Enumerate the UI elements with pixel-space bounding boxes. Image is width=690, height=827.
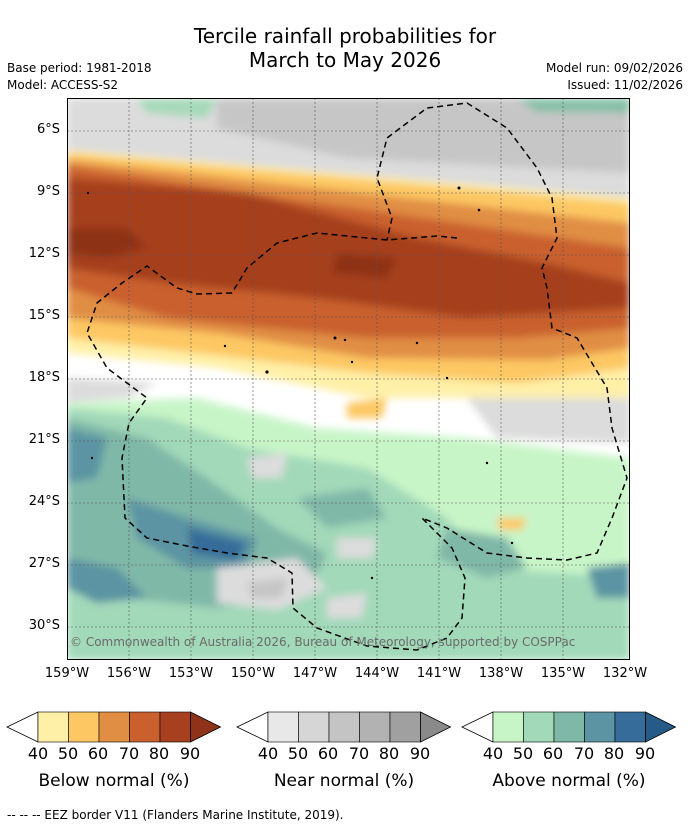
colorbar-segment: [129, 711, 161, 743]
lon-label: 132°W: [602, 666, 648, 681]
cb-tick: 40: [27, 744, 49, 763]
lat-label: 15°S: [28, 308, 60, 323]
lat-label: 21°S: [28, 432, 60, 447]
lon-label: 138°W: [478, 666, 524, 681]
cb-tick: 60: [542, 744, 564, 763]
lat-label: 30°S: [28, 618, 60, 633]
cb-tick: 70: [118, 744, 140, 763]
colorbar-right-arrow: [645, 711, 677, 743]
map-frame: [67, 98, 630, 660]
base-period: Base period: 1981-2018: [7, 61, 152, 75]
copyright-text: © Commonwealth of Australia 2026, Bureau…: [70, 635, 575, 649]
colorbar-segment: [98, 711, 130, 743]
title-line-2: March to May 2026: [248, 48, 442, 72]
meta-right: Model run: 09/02/2026 Issued: 11/02/2026: [546, 60, 683, 94]
colorbar-right-arrow: [420, 711, 452, 743]
colorbar-segment: [584, 711, 616, 743]
lat-label: 6°S: [36, 122, 60, 137]
colorbar-segment: [614, 711, 646, 743]
cb-tick: 90: [634, 744, 656, 763]
colorbar-left-arrow: [461, 711, 494, 743]
lon-label: 144°W: [354, 666, 400, 681]
cb-tick: 50: [57, 744, 79, 763]
cb-tick: 80: [378, 744, 400, 763]
cb-tick: 50: [287, 744, 309, 763]
meta-left: Base period: 1981-2018 Model: ACCESS-S2: [7, 60, 152, 94]
lon-label: 141°W: [416, 666, 462, 681]
issued-date: Issued: 11/02/2026: [567, 78, 683, 92]
colorbar-segment: [492, 711, 524, 743]
cb-tick: 40: [257, 744, 279, 763]
legend-label-above: Above normal (%): [492, 771, 646, 791]
cb-tick: 80: [148, 744, 170, 763]
model-run: Model run: 09/02/2026: [545, 61, 683, 75]
probability-fields: [67, 98, 630, 660]
colorbar-segment: [298, 711, 330, 743]
colorbar-segment: [553, 711, 585, 743]
lat-label: 18°S: [28, 370, 60, 385]
probability-map: © Commonwealth of Australia 2026, Bureau…: [67, 98, 630, 660]
lat-label: 9°S: [36, 184, 60, 199]
model-name: Model: ACCESS-S2: [7, 78, 119, 92]
lat-label: 12°S: [28, 246, 60, 261]
colorbar-segment: [68, 711, 100, 743]
colorbar-above-normal: [461, 711, 677, 743]
graticule: [67, 98, 630, 660]
lat-label: 24°S: [28, 494, 60, 509]
colorbar-segment: [523, 711, 555, 743]
colorbar-right-arrow: [190, 711, 222, 743]
cb-tick: 60: [87, 744, 109, 763]
lon-label: 150°W: [230, 666, 276, 681]
colorbar-left-arrow: [236, 711, 269, 743]
island-dots: [86, 186, 514, 580]
cb-tick: 60: [317, 744, 339, 763]
cb-tick: 80: [603, 744, 625, 763]
colorbar-segment: [37, 711, 69, 743]
cb-tick: 40: [482, 744, 504, 763]
lon-label: 156°W: [106, 666, 152, 681]
legend-label-near: Near normal (%): [273, 771, 415, 791]
colorbar-segment: [359, 711, 391, 743]
lon-label: 147°W: [292, 666, 338, 681]
colorbar-near-normal: [236, 711, 452, 743]
cb-tick: 70: [573, 744, 595, 763]
colorbar-segment: [328, 711, 360, 743]
colorbar-segment: [267, 711, 299, 743]
title-line-1: Tercile rainfall probabilities for: [193, 24, 497, 48]
lat-label: 27°S: [28, 556, 60, 571]
cb-tick: 90: [409, 744, 431, 763]
map-title: Tercile rainfall probabilities for March…: [0, 24, 690, 72]
eez-footnote: -- -- -- EEZ border V11 (Flanders Marine…: [7, 808, 344, 822]
cb-tick: 70: [348, 744, 370, 763]
lon-label: 159°W: [44, 666, 90, 681]
lon-label: 135°W: [540, 666, 586, 681]
lon-label: 153°W: [168, 666, 214, 681]
colorbar-left-arrow: [6, 711, 39, 743]
colorbar-below-normal: [6, 711, 222, 743]
cb-tick: 50: [512, 744, 534, 763]
legend-label-below: Below normal (%): [38, 771, 190, 791]
colorbar-segment: [389, 711, 421, 743]
cb-tick: 90: [179, 744, 201, 763]
colorbar-segment: [159, 711, 191, 743]
